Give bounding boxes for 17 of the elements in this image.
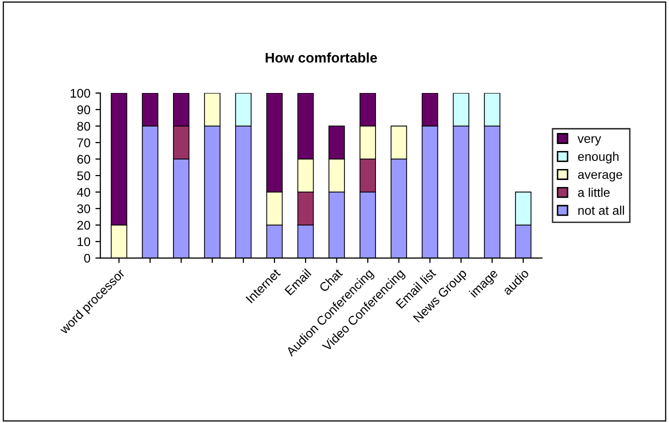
legend-label: not at all [578,206,624,215]
y-tick-label: 80 [77,122,90,131]
y-tick-label: 90 [77,105,90,114]
legend-label: a little [578,188,610,197]
y-tick-label: 0 [84,254,90,263]
y-tick-label: 100 [70,88,90,98]
y-tick-label: 20 [77,220,90,230]
y-tick-label: 50 [77,171,90,180]
y-tick-label: 30 [77,204,90,214]
legend-label: very [578,136,602,146]
y-tick-label: 10 [78,237,90,246]
legend-label: enough [578,152,618,164]
chart-title: How comfortable [266,52,377,63]
y-tick-label: 40 [77,188,90,197]
legend-label: average [578,172,622,182]
y-tick-label: 70 [77,138,90,148]
y-tick-label: 60 [77,154,90,164]
